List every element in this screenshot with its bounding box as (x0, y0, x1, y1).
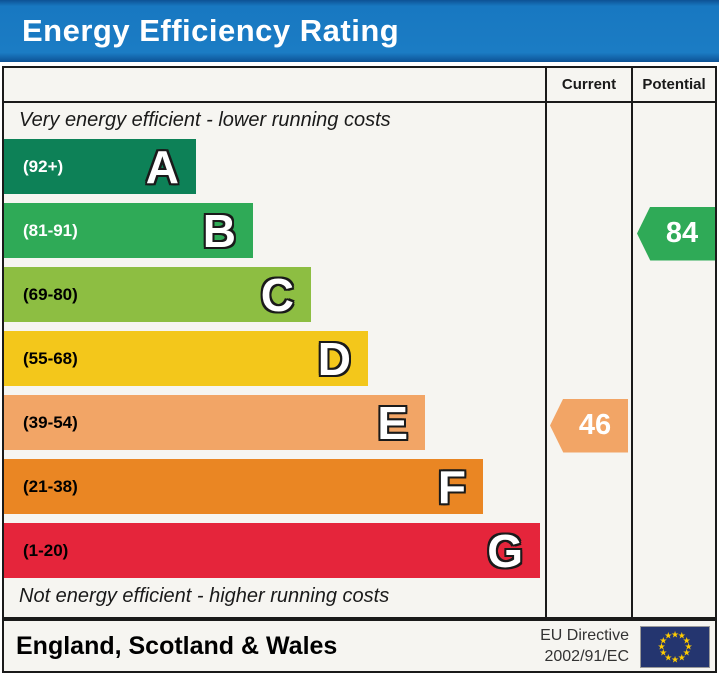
band-E: (39-54) E (4, 395, 425, 450)
eu-flag-star: ★ (677, 652, 686, 663)
footer: England, Scotland & Wales EU Directive 2… (2, 619, 717, 673)
eu-flag-star: ★ (682, 647, 691, 658)
eu-flag-star: ★ (664, 652, 673, 663)
eu-flag-star: ★ (682, 635, 691, 646)
band-G-letter: G (487, 524, 523, 577)
band-E-range: (39-54) (23, 412, 78, 432)
band-E-letter: E (377, 396, 408, 449)
current-column-divider (545, 68, 547, 617)
eu-flag-icon: ★ ★ ★ ★ ★ ★ ★ ★ ★ ★ ★ ★ (640, 626, 710, 668)
eu-flag-star: ★ (664, 630, 673, 641)
header-underline (4, 101, 715, 103)
band-D-range: (55-68) (23, 348, 78, 368)
eu-flag-star: ★ (657, 641, 666, 652)
potential-column-divider (631, 68, 633, 617)
eu-flag-star: ★ (659, 647, 668, 658)
region-label: England, Scotland & Wales (16, 631, 338, 660)
eu-flag-star: ★ (670, 654, 680, 664)
band-D-letter: D (317, 332, 351, 385)
band-F-letter: F (437, 460, 466, 513)
band-F: (21-38) F (4, 459, 483, 514)
band-B-letter: B (202, 204, 236, 257)
potential-column-header: Potential (642, 76, 706, 93)
epc-chart: Current Potential Very energy efficient … (2, 66, 717, 619)
band-G-range: (1-20) (23, 540, 69, 560)
band-C-range: (69-80) (23, 284, 78, 304)
band-G: (1-20) G (4, 523, 540, 578)
band-A: (92+) A (4, 139, 196, 194)
band-D: (55-68) D (4, 331, 368, 386)
current-rating-pointer: 46 (550, 398, 628, 453)
eu-directive-line2: 2002/91/EC (544, 648, 629, 665)
current-column-header: Current (561, 76, 617, 93)
eu-flag-star: ★ (684, 641, 693, 652)
eu-flag-star: ★ (659, 635, 668, 646)
eu-flag-star: ★ (670, 629, 680, 639)
page-title: Energy Efficiency Rating (22, 13, 400, 48)
band-C-letter: C (260, 268, 294, 321)
potential-rating-pointer: 84 (637, 206, 715, 261)
band-B: (81-91) B (4, 203, 253, 258)
band-F-range: (21-38) (23, 476, 78, 496)
top-note: Very energy efficient - lower running co… (19, 109, 391, 131)
eu-flag-star: ★ (677, 630, 686, 641)
eu-directive-label: EU Directive 2002/91/EC (540, 621, 629, 671)
eu-directive-line1: EU Directive (540, 627, 629, 644)
title-bar: Energy Efficiency Rating (0, 0, 719, 62)
band-C: (69-80) C (4, 267, 311, 322)
band-A-letter: A (145, 140, 179, 193)
band-A-range: (92+) (23, 156, 64, 176)
bottom-note: Not energy efficient - higher running co… (19, 585, 390, 607)
band-B-range: (81-91) (23, 220, 78, 240)
